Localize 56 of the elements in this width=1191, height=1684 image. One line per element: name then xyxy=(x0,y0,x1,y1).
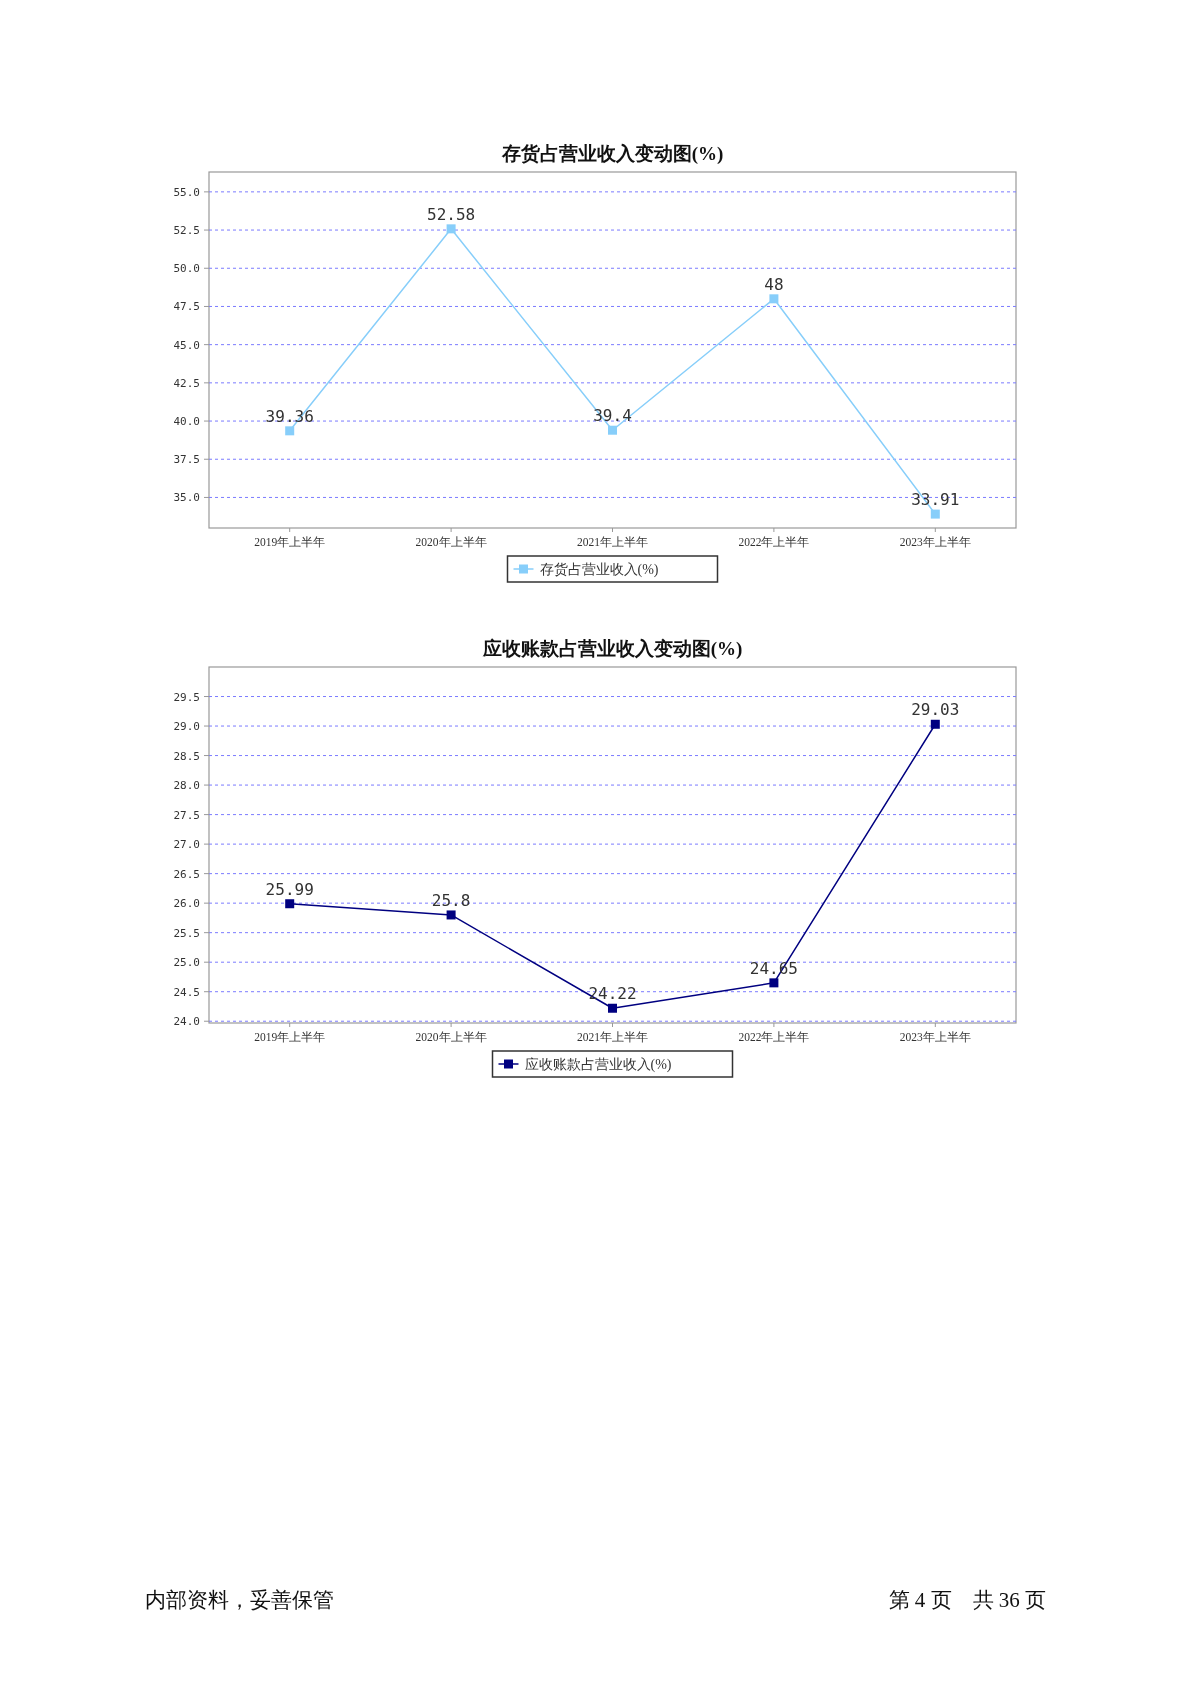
x-tick-label: 2020年上半年 xyxy=(415,536,487,548)
point xyxy=(930,719,940,729)
point xyxy=(285,899,295,909)
y-tick-label: 29.0 xyxy=(173,720,200,734)
y-tick-label: 52.5 xyxy=(173,224,200,238)
y-tick-label: 28.5 xyxy=(173,749,200,763)
y-tick-label: 50.0 xyxy=(173,262,200,276)
data-label: 52.58 xyxy=(427,204,476,224)
point xyxy=(446,910,456,920)
data-label: 39.36 xyxy=(265,406,314,426)
data-label: 24.22 xyxy=(588,984,637,1004)
y-tick-label: 37.5 xyxy=(173,453,200,467)
y-tick-label: 55.0 xyxy=(173,185,200,199)
data-label: 25.99 xyxy=(265,879,314,899)
y-tick-label: 25.5 xyxy=(173,926,200,940)
y-tick-label: 26.5 xyxy=(173,867,200,881)
x-tick-label: 2021年上半年 xyxy=(577,1031,648,1043)
chart-title: 存货占营业收入变动图(%) xyxy=(500,143,724,165)
y-tick-label: 45.0 xyxy=(173,338,200,352)
y-tick-label: 26.0 xyxy=(173,897,200,911)
y-tick-label: 35.0 xyxy=(173,491,200,505)
data-label: 39.4 xyxy=(593,406,632,426)
text: 第 4 页 共 36 页 xyxy=(888,1588,1046,1612)
legend-label: 存货占营业收入(%) xyxy=(539,562,659,578)
data-label: 25.8 xyxy=(431,890,471,910)
legend-label: 应收账款占营业收入(%) xyxy=(524,1057,672,1073)
x-tick-label: 2022年上半年 xyxy=(738,1031,810,1043)
x-tick-label: 2020年上半年 xyxy=(415,1031,487,1043)
data-label: 48 xyxy=(764,274,784,294)
y-tick-label: 40.0 xyxy=(173,415,200,429)
y-tick-label: 27.0 xyxy=(173,838,200,852)
y-tick-label: 28.0 xyxy=(173,779,200,793)
point xyxy=(930,509,940,519)
chart-title: 应收账款占营业收入变动图(%) xyxy=(481,638,743,660)
x-tick-label: 2021年上半年 xyxy=(577,536,648,548)
y-tick-label: 27.5 xyxy=(173,808,200,822)
x-tick-label: 2023年上半年 xyxy=(899,1031,971,1043)
y-tick-label: 24.0 xyxy=(173,1015,200,1029)
y-tick-label: 24.5 xyxy=(173,985,200,999)
point xyxy=(769,978,779,988)
x-tick-label: 2023年上半年 xyxy=(899,536,971,548)
text: 内部资料，妥善保管 xyxy=(145,1588,334,1612)
point xyxy=(608,425,617,435)
point xyxy=(608,1003,617,1013)
point xyxy=(446,224,456,234)
point xyxy=(769,294,779,304)
x-tick-label: 2019年上半年 xyxy=(254,1031,326,1043)
data-label: 33.91 xyxy=(911,490,960,510)
y-tick-label: 47.5 xyxy=(173,300,200,314)
data-label: 29.03 xyxy=(911,700,960,720)
y-tick-label: 29.5 xyxy=(173,690,200,704)
x-tick-label: 2019年上半年 xyxy=(254,536,326,548)
x-tick-label: 2022年上半年 xyxy=(738,536,810,548)
y-tick-label: 25.0 xyxy=(173,956,200,970)
y-tick-label: 42.5 xyxy=(173,376,200,390)
point xyxy=(285,426,295,436)
